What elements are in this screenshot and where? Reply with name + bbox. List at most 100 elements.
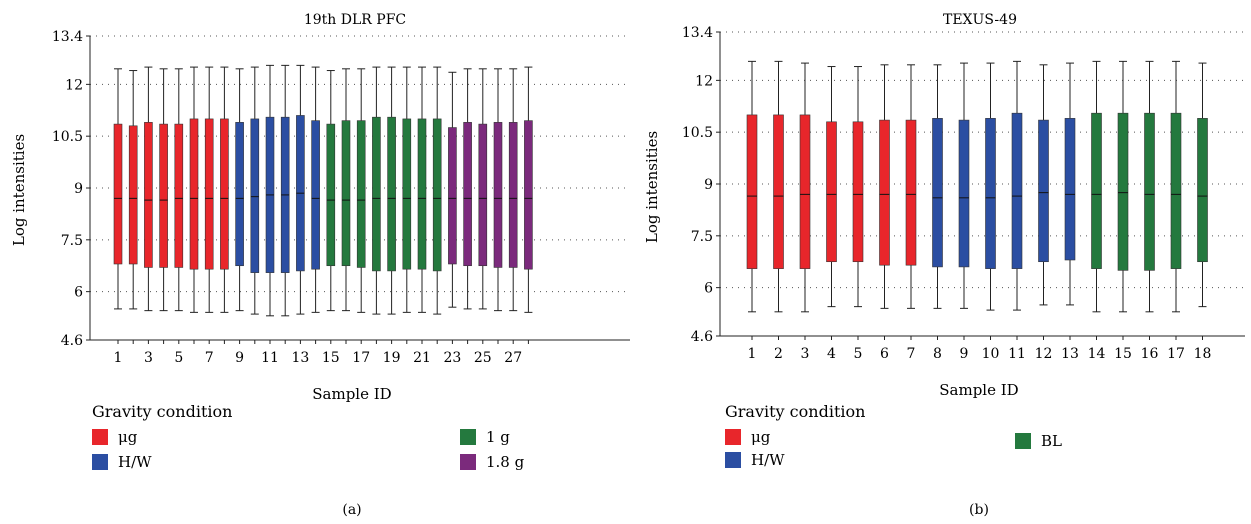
x-tick-label: 12 bbox=[1035, 346, 1053, 362]
box-28 bbox=[524, 66, 533, 313]
x-tick-label: 9 bbox=[960, 346, 969, 362]
y-tick-label: 9 bbox=[74, 181, 83, 197]
box-13 bbox=[1064, 62, 1076, 306]
box-body bbox=[144, 122, 153, 268]
box-26 bbox=[493, 68, 503, 312]
legend-title-a: Gravity condition bbox=[92, 402, 232, 421]
y-tick-label: 13.4 bbox=[682, 25, 713, 41]
legend-item: H/W bbox=[725, 451, 785, 469]
box-4 bbox=[159, 68, 168, 312]
y-tick-label: 10.5 bbox=[682, 125, 713, 141]
box-14 bbox=[1091, 60, 1102, 313]
legend-label: 1.8 g bbox=[486, 453, 525, 471]
box-18 bbox=[372, 66, 381, 315]
x-tick-label: 6 bbox=[880, 346, 889, 362]
x-tick-label: 1 bbox=[114, 350, 123, 366]
box-body bbox=[773, 114, 784, 269]
box-2 bbox=[128, 70, 138, 310]
box-body bbox=[1170, 112, 1182, 269]
y-tick-label: 7.5 bbox=[691, 229, 713, 245]
box-body bbox=[372, 116, 381, 272]
box-body bbox=[159, 123, 168, 268]
box-body bbox=[826, 121, 837, 263]
box-11 bbox=[1011, 60, 1023, 311]
y-tick-label: 10.5 bbox=[52, 129, 83, 145]
y-tick-label: 7.5 bbox=[61, 233, 83, 249]
x-axis-label-b: Sample ID bbox=[939, 381, 1018, 399]
box-body bbox=[958, 119, 970, 268]
y-tick-label: 4.6 bbox=[691, 329, 713, 345]
box-11 bbox=[265, 64, 275, 317]
box-3 bbox=[799, 62, 811, 313]
x-tick-label: 23 bbox=[443, 350, 461, 366]
box-27 bbox=[508, 68, 518, 312]
box-body bbox=[356, 120, 366, 268]
box-9 bbox=[235, 68, 244, 312]
box-body bbox=[235, 122, 244, 267]
box-body bbox=[417, 118, 427, 270]
legend-label: μg bbox=[751, 428, 771, 446]
grid-b bbox=[720, 31, 1245, 289]
legend-b: μg H/W BL bbox=[725, 428, 1062, 469]
legend-item: μg bbox=[92, 428, 138, 446]
x-tick-label: 5 bbox=[854, 346, 863, 362]
x-tick-label: 15 bbox=[1114, 346, 1132, 362]
x-tick-label: 21 bbox=[413, 350, 431, 366]
x-tick-label: 9 bbox=[235, 350, 244, 366]
x-tick-label: 3 bbox=[801, 346, 810, 362]
box-body bbox=[508, 122, 518, 268]
box-2 bbox=[773, 60, 784, 313]
box-body bbox=[1197, 118, 1208, 263]
panel-a: 19th DLR PFC Log intensities Sample ID 4… bbox=[10, 12, 630, 518]
legend-swatch bbox=[1015, 433, 1031, 449]
box-21 bbox=[417, 66, 427, 313]
box-body bbox=[463, 122, 472, 267]
boxes-a bbox=[113, 64, 533, 317]
box-19 bbox=[387, 66, 396, 315]
legend-label: BL bbox=[1041, 432, 1062, 450]
x-tick-label: 19 bbox=[383, 350, 401, 366]
legend-item: H/W bbox=[92, 453, 152, 471]
x-tick-label: 3 bbox=[144, 350, 153, 366]
box-7 bbox=[905, 64, 917, 309]
x-tick-label: 17 bbox=[352, 350, 370, 366]
x-tick-label: 7 bbox=[907, 346, 916, 362]
y-tick-label: 13.4 bbox=[52, 29, 83, 45]
legend-label: 1 g bbox=[486, 428, 510, 446]
box-8 bbox=[932, 64, 943, 309]
legend-item: μg bbox=[725, 428, 771, 446]
box-22 bbox=[432, 66, 442, 315]
box-body bbox=[341, 120, 351, 267]
box-17 bbox=[1170, 60, 1182, 313]
y-axis-label-a: Log intensities bbox=[10, 134, 28, 246]
box-body bbox=[799, 114, 811, 269]
x-tick-label: 1 bbox=[748, 346, 757, 362]
y-tick-label: 12 bbox=[65, 77, 83, 93]
box-18 bbox=[1197, 62, 1208, 308]
legend-label: H/W bbox=[118, 453, 152, 471]
box-10 bbox=[985, 62, 996, 311]
legend-a: μg H/W 1 g 1.8 g bbox=[92, 428, 525, 471]
caption-a: (a) bbox=[342, 502, 361, 518]
x-tick-label: 17 bbox=[1167, 346, 1185, 362]
box-6 bbox=[879, 64, 890, 309]
legend-swatch bbox=[460, 429, 476, 445]
box-14 bbox=[311, 66, 320, 313]
x-tick-label: 16 bbox=[1141, 346, 1159, 362]
box-body bbox=[524, 120, 533, 270]
legend-swatch bbox=[725, 429, 741, 445]
box-body bbox=[113, 123, 123, 265]
box-12 bbox=[1038, 64, 1049, 306]
box-5 bbox=[174, 68, 184, 312]
y-tick-label: 9 bbox=[704, 177, 713, 193]
legend-label: H/W bbox=[751, 451, 785, 469]
legend-swatch bbox=[92, 429, 108, 445]
x-tick-label: 5 bbox=[174, 350, 183, 366]
chart-title-b: TEXUS-49 bbox=[943, 12, 1017, 28]
x-tick-label: 11 bbox=[1008, 346, 1026, 362]
y-tick-label: 12 bbox=[695, 73, 713, 89]
box-9 bbox=[958, 62, 970, 309]
box-3 bbox=[144, 66, 153, 312]
